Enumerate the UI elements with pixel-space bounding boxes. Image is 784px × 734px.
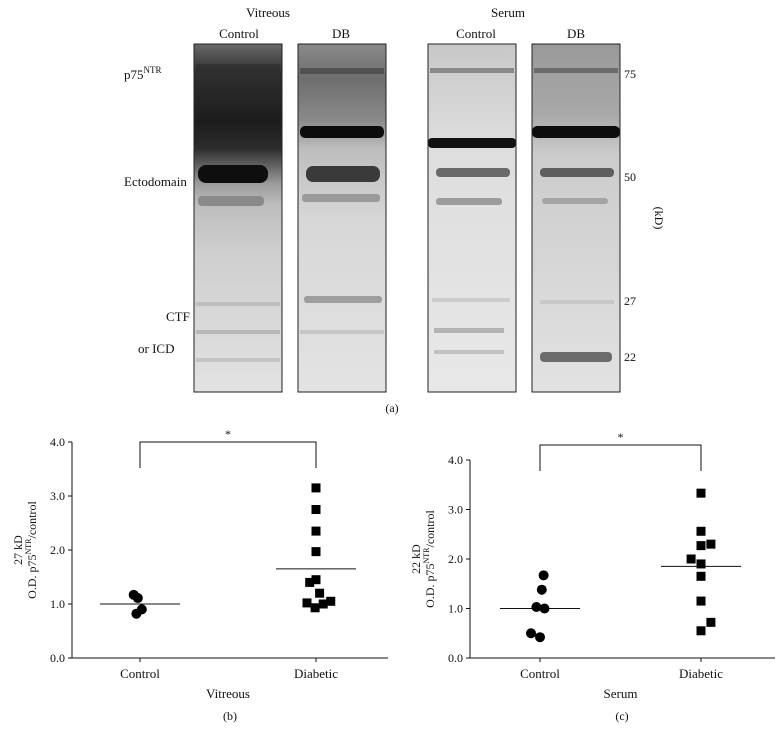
y-tick-label: 3.0 xyxy=(50,489,65,503)
data-point-control xyxy=(535,632,545,643)
group-label-serum: Serum xyxy=(491,5,525,20)
panel-label-a: (a) xyxy=(385,401,398,415)
x-tick-label: Control xyxy=(120,666,160,681)
data-point-diabetic xyxy=(305,577,315,587)
data-point-diabetic xyxy=(696,596,706,606)
data-point-diabetic xyxy=(311,547,321,557)
x-tick-label: Diabetic xyxy=(679,666,723,681)
data-point-control xyxy=(136,604,147,615)
y-tick-label: 2.0 xyxy=(50,543,65,557)
data-point-diabetic xyxy=(696,488,706,498)
y-axis-label-line1: 27 kD xyxy=(11,535,25,565)
data-point-diabetic xyxy=(311,575,321,585)
data-point-diabetic xyxy=(696,559,706,569)
data-point-diabetic xyxy=(696,526,706,536)
mw-marker-50: 50 xyxy=(624,170,636,184)
lane-label-4: DB xyxy=(567,26,585,41)
scatter-chart-vitreous: 0.0 1.0 2.0 3.0 4.0 Control Diabetic Vitreous 27… xyxy=(11,427,388,723)
x-axis-label: Serum xyxy=(604,686,638,701)
y-axis-label-line2: O.D. p75NTR/control xyxy=(24,501,39,599)
data-point-diabetic xyxy=(696,541,706,551)
data-point-diabetic xyxy=(315,588,325,598)
data-point-control xyxy=(538,570,549,581)
data-point-diabetic xyxy=(696,626,706,636)
mw-marker-75: 75 xyxy=(624,67,636,81)
band-label-ctf: CTF xyxy=(166,309,190,324)
data-point-diabetic xyxy=(686,554,696,564)
data-point-diabetic xyxy=(326,596,336,606)
significance-bracket xyxy=(139,441,317,468)
scatter-chart-serum: 0.0 1.0 2.0 3.0 4.0 Control Diabetic Serum 22 kD… xyxy=(409,430,775,723)
significance-marker: * xyxy=(225,427,231,441)
blot-lane-1 xyxy=(193,43,283,393)
y-tick-label: 2.0 xyxy=(448,552,463,566)
western-blot-panel: Vitreous Serum Control DB Control DB xyxy=(124,5,666,415)
significance-marker: * xyxy=(618,430,624,444)
band-label-p75ntr: p75NTR xyxy=(124,65,162,82)
lane-label-3: Control xyxy=(456,26,496,41)
data-point-control xyxy=(132,593,143,604)
data-point-control xyxy=(539,603,550,614)
data-point-diabetic xyxy=(311,483,321,493)
lane-label-2: DB xyxy=(332,26,350,41)
data-point-diabetic xyxy=(706,617,716,627)
blot-lane-3 xyxy=(427,43,517,393)
data-point-diabetic xyxy=(706,539,716,549)
blot-lane-2 xyxy=(297,43,387,393)
data-point-diabetic xyxy=(310,603,320,613)
panel-label: (b) xyxy=(223,709,237,723)
y-tick-label: 4.0 xyxy=(50,435,65,449)
mw-marker-22: 22 xyxy=(624,350,636,364)
x-axis-label: Vitreous xyxy=(206,686,250,701)
data-point-control xyxy=(526,628,536,639)
y-tick-label: 3.0 xyxy=(448,503,463,517)
y-axis-label-line1: 22 kD xyxy=(409,544,423,574)
data-point-control xyxy=(531,602,542,613)
data-point-control xyxy=(536,584,547,595)
x-tick-label: Diabetic xyxy=(294,666,338,681)
y-tick-label: 1.0 xyxy=(50,597,65,611)
mw-unit-label: (kD) xyxy=(652,207,666,230)
y-tick-label: 0.0 xyxy=(50,651,65,665)
mw-marker-27: 27 xyxy=(624,294,636,308)
panel-label: (c) xyxy=(615,709,628,723)
x-tick-label: Control xyxy=(520,666,560,681)
y-tick-label: 0.0 xyxy=(448,651,463,665)
blot-lane-4 xyxy=(531,43,621,393)
data-point-diabetic xyxy=(302,598,312,608)
y-tick-label: 4.0 xyxy=(448,453,463,467)
data-point-diabetic xyxy=(311,505,321,514)
y-axis-label-line2: O.D. p75NTR/control xyxy=(422,510,437,608)
lane-label-1: Control xyxy=(219,26,259,41)
data-point-diabetic xyxy=(311,526,321,536)
band-label-icd: or ICD xyxy=(138,341,174,356)
band-label-ectodomain: Ectodomain xyxy=(124,174,187,189)
group-label-vitreous: Vitreous xyxy=(246,5,290,20)
data-point-diabetic xyxy=(318,599,328,609)
y-tick-label: 1.0 xyxy=(448,602,463,616)
data-point-diabetic xyxy=(696,571,706,581)
significance-bracket xyxy=(539,444,702,471)
